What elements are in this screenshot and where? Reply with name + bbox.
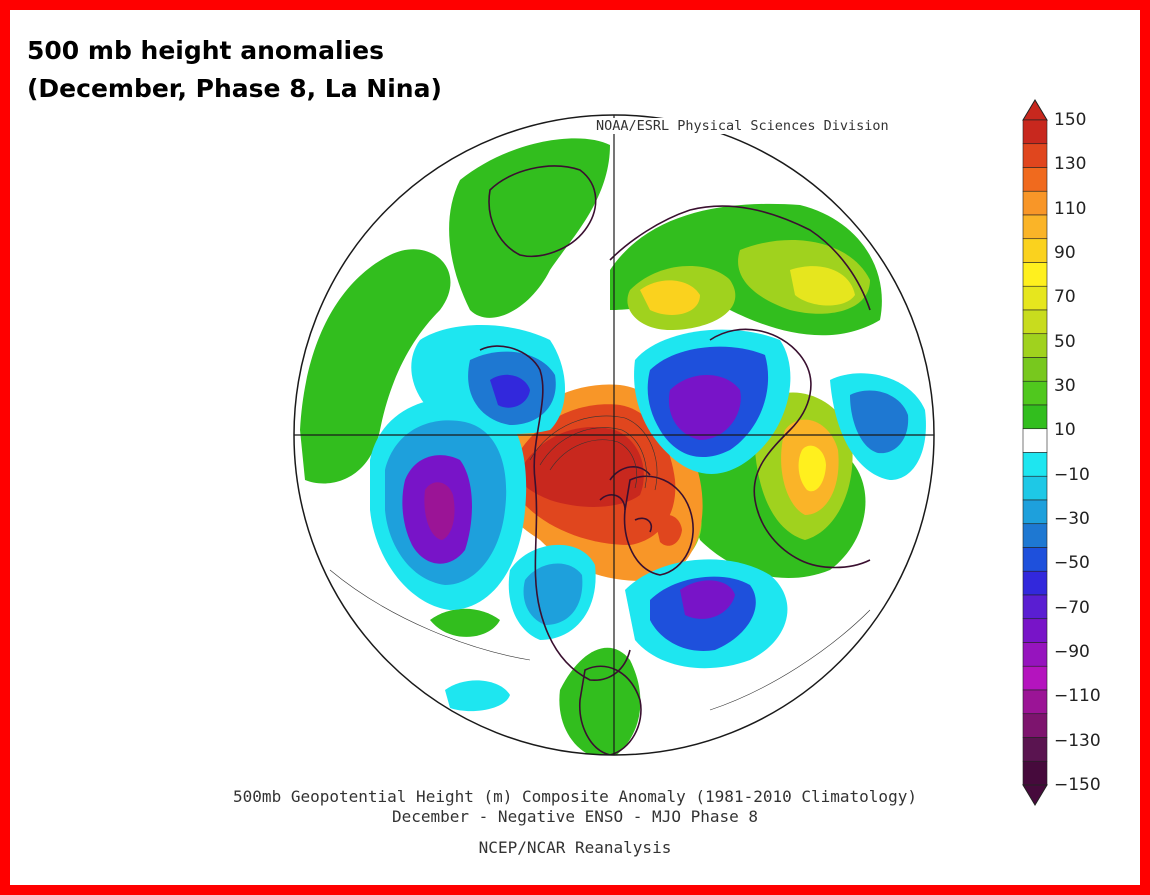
colorbar-tick-label: 50 [1054,331,1076,352]
colorbar-tick-label: −10 [1054,464,1090,485]
data-credit: NOAA/ESRL Physical Sciences Division [590,118,895,134]
colorbar-bin [1022,665,1048,691]
colorbar-bin [1022,523,1048,548]
colorbar-bin [1022,262,1048,287]
coastline-north-america [479,345,631,681]
coastline-arctic-archipelago [599,466,653,533]
contour-line [329,569,531,661]
colorbar-bin [1022,618,1048,643]
anomaly-center-east-asia-high-core [798,445,826,492]
contour-lines [329,415,871,711]
colorbar-tick-label: 90 [1054,243,1076,263]
colorbar-bin [1022,119,1048,145]
colorbar-bin [1022,689,1048,715]
colorbar-bin [1022,285,1048,311]
anomaly-region-south-america-green [559,647,641,755]
colorbar-bin [1022,380,1048,406]
anomaly-region-south-pacific-cyan [445,680,510,712]
colorbar [1022,99,1048,806]
colorbar-bin [1022,238,1048,263]
anomaly-region-pacific-east-blue [850,390,909,454]
colorbar-bin [1022,737,1048,762]
map-title: 500 mb height anomalies (December, Phase… [27,32,442,108]
colorbar-bin [1022,570,1048,596]
anomaly-region-asia-north-green [449,138,610,318]
colorbar-bin [1022,309,1048,335]
colorbar-tick-label: 130 [1054,154,1087,175]
colorbar-tick-label: −130 [1054,730,1101,751]
colorbar-tick-label: 30 [1054,376,1076,396]
colorbar-tick-label: −110 [1054,686,1101,707]
map-panel: 500 mb height anomalies (December, Phase… [10,10,1140,885]
colorbar-arrow-bottom [1022,784,1048,806]
colorbar-bin [1022,452,1048,477]
colorbar-bin [1022,713,1048,738]
caption-line2: December - Negative ENSO - MJO Phase 8 [391,807,759,826]
anomaly-center-russia-high [790,266,855,306]
map-boundary [293,114,935,756]
caption-line3: NCEP/NCAR Reanalysis [478,838,672,857]
colorbar-tick-label: 110 [1054,198,1087,219]
coastline-greenland [623,475,694,576]
anomaly-center-central-pacific-low-core [424,482,455,540]
colorbar-tick-label: −50 [1054,553,1090,574]
coastline-europe [609,205,871,311]
contour-line [539,427,647,489]
coastline-south-america [579,665,642,755]
anomaly-center-siberia-low [668,375,741,440]
colorbar-tick-label: −150 [1054,775,1101,795]
colorbar-bin [1022,167,1048,192]
colorbar-bin [1022,357,1048,382]
colorbar-tick-label: 10 [1054,420,1076,441]
anomaly-region-pacific-south-green [430,608,500,637]
map-title-line1: 500 mb height anomalies [27,36,384,65]
colorbar-bin [1022,143,1048,168]
colorbar-bin [1022,499,1048,525]
colorbar-bin [1022,428,1048,453]
map-title-line2: (December, Phase 8, La Nina) [27,74,442,103]
colorbar-bin [1022,594,1048,620]
colorbar-bin [1022,760,1048,786]
colorbar-bin [1022,404,1048,430]
anomaly-region-pacific-west-green [300,249,451,484]
contour-line [549,439,638,489]
coastline-asia [709,328,871,569]
colorbar-bin [1022,547,1048,572]
polar-stereographic-map [293,114,935,756]
colorbar-arrow-top [1022,99,1048,121]
colorbar-bin [1022,642,1048,667]
coastline-africa [488,165,597,257]
colorbar-tick-label: 70 [1054,287,1076,308]
coastlines [479,165,871,755]
colorbar-tick-label: −70 [1054,597,1090,618]
colorbar-bin [1022,475,1048,501]
contour-line [709,609,871,711]
anomaly-center-alaska-arctic-high [519,426,644,507]
colorbar-bin [1022,190,1048,216]
colorbar-bin [1022,214,1048,240]
anomaly-center-europe-high [640,280,700,315]
anomaly-center-north-america-east-low [680,580,735,619]
anomaly-center-greenland-high [655,514,682,546]
colorbar-tick-label: −90 [1054,642,1090,662]
colorbar-tick-label: 150 [1054,110,1087,130]
anomaly-center-bering-low [490,374,530,408]
colorbar-bin [1022,333,1048,358]
anomaly-region-eastpac-blue [523,563,583,625]
caption-line1: 500mb Geopotential Height (m) Composite … [233,787,917,806]
colorbar-tick-label: −30 [1054,509,1090,529]
